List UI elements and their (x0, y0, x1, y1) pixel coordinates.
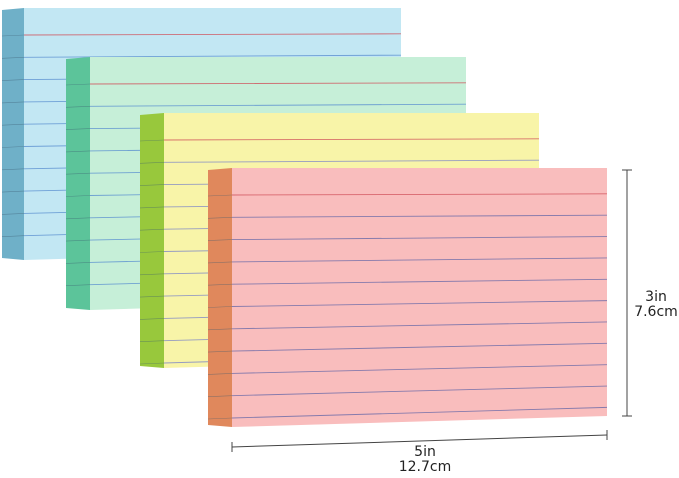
pad-pink-ruled-line (231, 406, 608, 419)
pad-yellow-edge-line (139, 139, 165, 142)
pad-green-edge-line (65, 284, 91, 286)
pad-yellow-edge-line (139, 362, 165, 365)
pad-pink-ruled-line (231, 236, 608, 241)
pad-green-edge-line (65, 106, 91, 108)
pad-green-side (66, 57, 90, 310)
pad-yellow-edge-line (139, 228, 165, 231)
pad-blue-edge-line (1, 123, 25, 126)
pad-yellow-side (140, 113, 164, 368)
pad-green-edge-line (65, 83, 91, 86)
pad-pink-edge-line (207, 194, 233, 197)
pad-green-edge-line (65, 217, 91, 220)
pad-blue-edge-line (1, 168, 25, 171)
pad-pink-ruled-line (231, 300, 608, 307)
pad-pink-edge-line (207, 373, 233, 375)
pad-yellow-edge-line (139, 295, 165, 298)
pad-green-edge-line (65, 128, 91, 130)
pad-yellow-edge-line (139, 162, 165, 164)
pad-blue-edge-line (1, 213, 25, 215)
pad-blue-edge-line (1, 34, 25, 37)
pad-green-ruled-line (89, 103, 467, 107)
pad-yellow-edge-line (139, 206, 165, 209)
pad-yellow-edge-line (139, 184, 165, 186)
pad-blue-edge-line (1, 57, 25, 59)
pad-blue-ruled-line (23, 54, 402, 58)
pad-blue-ruled-line (23, 33, 402, 36)
pad-green-edge-line (65, 239, 91, 242)
pad-pink-ruled-line (231, 364, 608, 374)
pad-yellow-edge-line (139, 318, 165, 320)
pad-pink-ruled-line (231, 257, 608, 263)
pad-pink-side (208, 168, 232, 427)
pad-pink-edge-line (207, 283, 233, 286)
pad-pink-ruled-line (231, 193, 608, 196)
pad-green-edge-line (65, 172, 91, 175)
width-dimension-label: 5in 12.7cm (385, 445, 465, 475)
pad-yellow-edge-line (139, 340, 165, 342)
pad-blue-edge-line (1, 235, 25, 237)
pad-pink-edge-line (207, 328, 233, 331)
pad-pink-front (232, 168, 607, 427)
pad-blue-edge-line (1, 79, 25, 81)
pad-blue-edge-line (1, 190, 25, 193)
width-inches: 5in (414, 444, 436, 460)
pad-pink-edge-line (207, 239, 233, 241)
pad-pink-edge-line (207, 350, 233, 353)
pad-pink-ruled-line (231, 321, 608, 330)
pad-yellow-edge-line (139, 273, 165, 276)
pad-pink-edge-line (207, 417, 233, 420)
pad-pink-ruled-line (231, 342, 608, 352)
pad-yellow-ruled-line (163, 138, 540, 141)
pad-green-edge-line (65, 195, 91, 197)
pad-pink-edge-line (207, 217, 233, 219)
pad-pink-edge-line (207, 261, 233, 264)
pad-pink-edge-line (207, 395, 233, 397)
height-centimeters: 7.6cm (634, 304, 678, 320)
pad-blue-side (2, 8, 24, 260)
pad-green-edge-line (65, 150, 91, 153)
pad-blue-edge-line (1, 101, 25, 104)
pad-pink-ruled-line (231, 385, 608, 397)
height-dimension-label: 3in 7.6cm (628, 290, 679, 320)
width-dimension-line (231, 434, 608, 448)
pad-yellow-ruled-line (163, 159, 540, 163)
pad-pink-ruled-line (231, 214, 608, 218)
pad-blue-edge-line (1, 146, 25, 148)
pad-green-edge-line (65, 262, 91, 264)
height-inches: 3in (645, 289, 667, 305)
width-centimeters: 12.7cm (398, 459, 452, 475)
pad-yellow-edge-line (139, 251, 165, 253)
pad-green-ruled-line (89, 82, 467, 85)
pad-pink-ruled-line (231, 278, 608, 285)
pad-pink-edge-line (207, 306, 233, 308)
